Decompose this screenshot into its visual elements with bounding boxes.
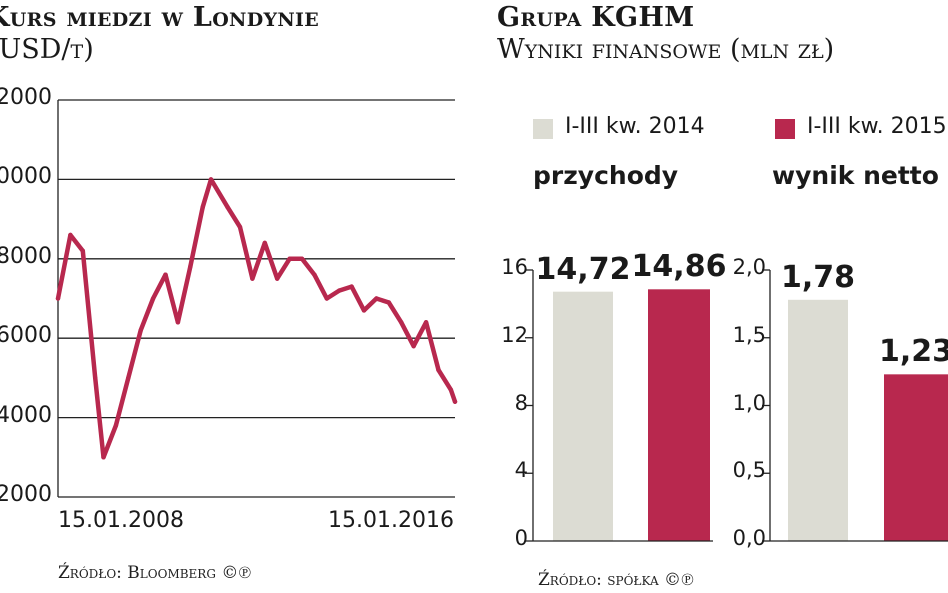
revenue-bar-2014 [553, 291, 613, 541]
legend-swatch-2014 [533, 119, 553, 139]
revenue-value-label-2014: 14,72 [535, 251, 631, 287]
copper-data-point [80, 248, 86, 254]
group-label-net-result: wynik netto [772, 161, 939, 190]
copper-data-point [411, 343, 416, 349]
copper-data-point [126, 375, 131, 381]
copper-y-tick-label: 10000 [0, 164, 52, 190]
copper-y-tick-label: 2000 [0, 482, 52, 507]
copper-data-point [68, 232, 73, 238]
revenue-value-label-2015: 14,86 [631, 249, 727, 285]
net-result-y-tick-label: 2,0 [732, 255, 766, 279]
copper-data-point [299, 256, 305, 261]
net-result-y-tick-label: 0,5 [732, 458, 766, 483]
copper-chart-unit: (USD/t) [0, 34, 94, 65]
copper-data-point [436, 367, 441, 373]
copper-data-point [361, 308, 367, 313]
revenue-bar-2015 [648, 289, 710, 541]
revenue-y-tick-label: 0 [514, 526, 528, 550]
copper-data-point [93, 375, 98, 381]
copper-data-point [312, 272, 317, 277]
revenue-y-tick-label: 16 [501, 255, 528, 279]
net-result-y-tick-label: 1,5 [732, 322, 766, 347]
copper-data-point [113, 423, 119, 428]
legend-label-2014: I-III kw. 2014 [565, 114, 705, 139]
copper-x-tick-start: 15.01.2008 [58, 508, 184, 533]
legend-swatch-2015 [775, 119, 795, 139]
copper-data-point [188, 264, 193, 269]
kghm-source-note: Źródło: spółka ©℗ [538, 570, 694, 590]
copper-data-point [448, 387, 454, 393]
net-result-bar-2014 [788, 299, 848, 541]
copper-data-point [250, 276, 255, 281]
copper-data-point [337, 288, 342, 293]
copper-price-line [55, 177, 458, 460]
legend-label-2015: I-III kw. 2015 [807, 114, 947, 139]
net-result-y-tick-label: 0,0 [732, 526, 766, 550]
copper-y-tick-label: 6000 [0, 323, 52, 349]
copper-y-tick-label: 8000 [0, 243, 52, 269]
kghm-chart-subtitle: Wyniki finansowe (mln zł) [497, 34, 835, 65]
copper-data-point [452, 399, 458, 404]
kghm-chart-title: Grupa KGHM [497, 2, 695, 33]
copper-data-point [208, 177, 214, 182]
copper-data-point [138, 328, 143, 333]
net-result-value-label-2015: 1,23 [878, 334, 948, 370]
copper-x-tick-end: 15.01.2016 [328, 508, 454, 533]
net-result-value-label-2014: 1,78 [780, 259, 856, 295]
copper-chart-title: Kurs miedzi w Londynie [0, 2, 319, 33]
revenue-y-tick-label: 8 [514, 390, 528, 415]
copper-source-note: Źródło: Bloomberg ©℗ [58, 563, 252, 583]
copper-data-point [324, 296, 330, 301]
revenue-y-tick-label: 4 [514, 458, 528, 483]
copper-data-point [101, 455, 106, 460]
copper-data-point [399, 320, 404, 325]
net-result-y-tick-label: 1,0 [732, 390, 766, 415]
group-label-revenue: przychody [533, 161, 679, 190]
copper-data-point [262, 240, 267, 246]
copper-y-tick-label: 4000 [0, 402, 52, 428]
copper-data-point [386, 300, 392, 305]
copper-data-point [237, 224, 243, 230]
copper-data-point [163, 272, 168, 277]
copper-data-point [349, 284, 354, 289]
copper-data-point [200, 204, 205, 210]
copper-data-point [374, 296, 379, 301]
copper-data-point [55, 296, 61, 301]
copper-data-point [423, 320, 429, 325]
copper-data-point [274, 276, 280, 281]
copper-data-point [287, 256, 292, 261]
net-result-bar-2015 [884, 374, 948, 541]
copper-data-point [175, 320, 181, 325]
copper-y-tick-label: 12000 [0, 85, 52, 110]
revenue-y-tick-label: 12 [501, 322, 528, 347]
copper-data-point [225, 204, 230, 210]
copper-data-point [150, 296, 156, 301]
